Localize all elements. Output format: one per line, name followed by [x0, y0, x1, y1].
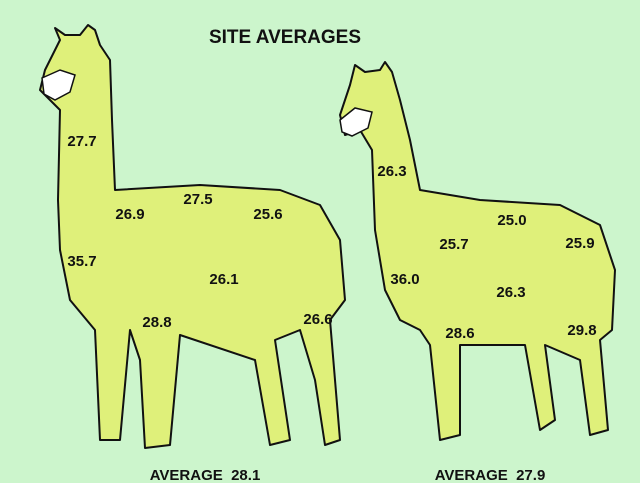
diagram: SITE AVERAGES 27.7 27.5 26.9 25.6 35.7 26.1 28…	[0, 0, 640, 483]
site-value: 25.0	[497, 212, 526, 229]
title: SITE AVERAGES	[209, 27, 361, 48]
site-value: 35.7	[67, 253, 96, 270]
site-value: 28.8	[142, 314, 171, 331]
site-value: 26.9	[115, 206, 144, 223]
site-value: 27.7	[67, 133, 96, 150]
average-label: AVERAGE 27.9	[435, 467, 546, 483]
site-value: 27.5	[183, 191, 212, 208]
site-value: 29.8	[567, 322, 596, 339]
site-value: 28.6	[445, 325, 474, 342]
site-value: 26.6	[303, 311, 332, 328]
site-value: 26.1	[209, 271, 238, 288]
site-value: 25.7	[439, 236, 468, 253]
site-value: 26.3	[496, 284, 525, 301]
average-label: AVERAGE 28.1	[150, 467, 261, 483]
site-value: 36.0	[390, 271, 419, 288]
site-value: 25.9	[565, 235, 594, 252]
site-value: 26.3	[377, 163, 406, 180]
site-value: 25.6	[253, 206, 282, 223]
